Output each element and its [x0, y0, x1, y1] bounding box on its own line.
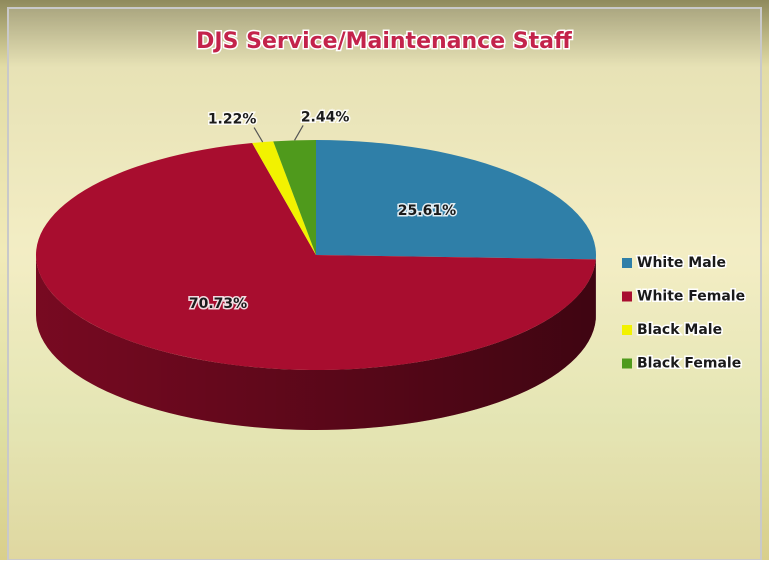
legend-label: White Male	[637, 255, 726, 271]
legend-label: Black Female	[637, 356, 741, 372]
legend-label: Black Male	[637, 322, 722, 338]
data-label: 2.44%	[301, 109, 350, 125]
legend-swatch	[622, 292, 632, 302]
legend-swatch	[622, 359, 632, 369]
data-label: 1.22%	[208, 112, 257, 128]
legend-label: White Female	[637, 289, 745, 305]
chart-title: DJS Service/Maintenance Staff	[196, 29, 573, 54]
legend-swatch	[622, 325, 632, 335]
data-label: 25.61%	[398, 203, 456, 219]
chart: DJS Service/Maintenance Staff 25.61% 70.7…	[0, 0, 769, 560]
legend-swatch	[622, 258, 632, 268]
page: DJS Service/Maintenance Staff 25.61% 70.7…	[0, 0, 769, 560]
data-label: 70.73%	[189, 296, 247, 312]
